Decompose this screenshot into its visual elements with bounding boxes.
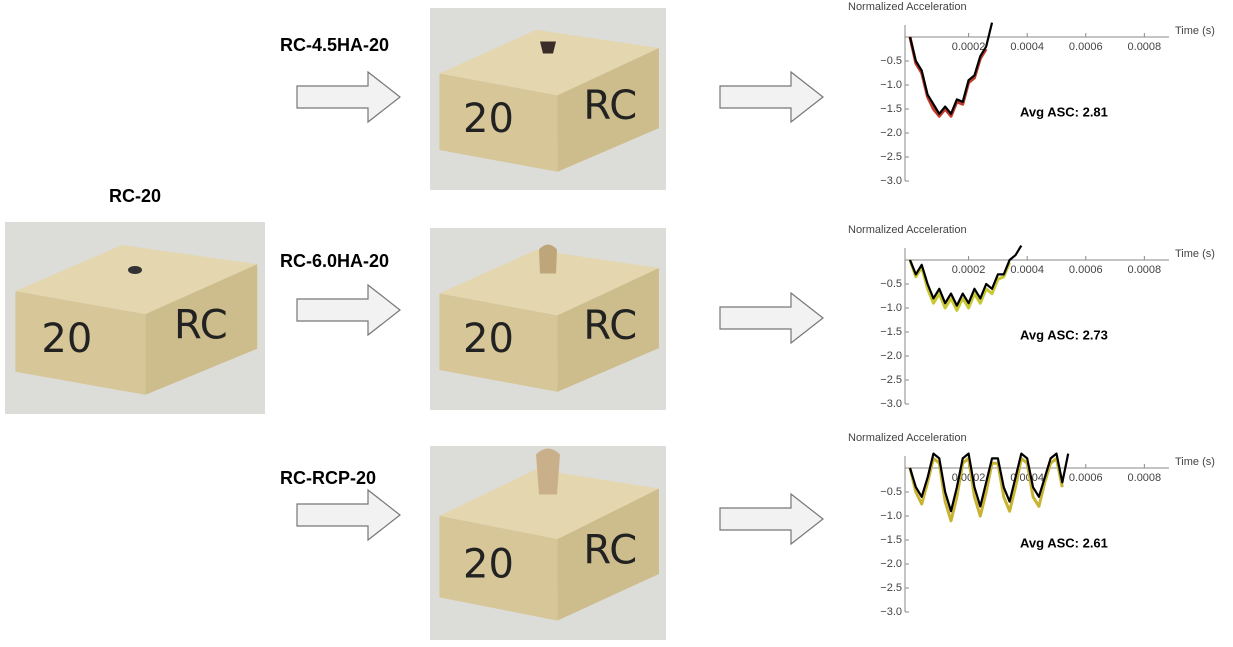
y-axis-label: Normalized Acceleration — [848, 432, 967, 444]
post — [128, 266, 142, 274]
annotation: Avg ASC: 2.81 — [1020, 104, 1108, 119]
source-label: RC-20 — [109, 186, 161, 206]
x-tick-label: 0.0004 — [1010, 264, 1044, 276]
x-tick-label: 0.0002 — [952, 41, 986, 53]
figure: RC-20 RC-4.5HA-20 RC-6.0HA-20 RC-RCP-20 … — [0, 0, 1233, 642]
photo: 20 RC — [430, 228, 666, 410]
x-tick-label: 0.0008 — [1128, 264, 1162, 276]
y-tick-label: −1.5 — [880, 103, 902, 115]
x-tick-label: 0.0002 — [952, 264, 986, 276]
variant-label: RC-6.0HA-20 — [280, 251, 389, 271]
x-tick-label: 0.0006 — [1069, 41, 1103, 53]
y-tick-label: −0.5 — [880, 486, 902, 498]
y-tick-label: −1.0 — [880, 79, 902, 91]
annotation: Avg ASC: 2.61 — [1020, 535, 1108, 550]
y-tick-label: −2.0 — [880, 350, 902, 362]
block-mark: RC — [174, 303, 228, 349]
y-tick-label: −0.5 — [880, 278, 902, 290]
block-mark: RC — [583, 83, 637, 129]
y-tick-label: −2.5 — [880, 582, 902, 594]
y-tick-label: −2.5 — [880, 151, 902, 163]
x-tick-label: 0.0008 — [1128, 41, 1162, 53]
series-line — [910, 23, 992, 114]
x-axis-label: Time (s) — [1175, 25, 1215, 37]
block-mark: 20 — [41, 316, 92, 362]
y-tick-label: −1.0 — [880, 302, 902, 314]
x-tick-label: 0.0008 — [1128, 472, 1162, 484]
y-tick-label: −2.0 — [880, 127, 902, 139]
y-tick-label: −0.5 — [880, 55, 902, 67]
block-mark: RC — [583, 528, 637, 574]
photo: 20 RC — [430, 8, 666, 190]
annotation: Avg ASC: 2.73 — [1020, 327, 1108, 342]
block-mark: RC — [583, 303, 637, 349]
y-tick-label: −1.5 — [880, 534, 902, 546]
post — [536, 449, 560, 495]
x-tick-label: 0.0006 — [1069, 472, 1103, 484]
y-tick-label: −1.5 — [880, 326, 902, 338]
y-axis-label: Normalized Acceleration — [848, 224, 967, 236]
x-tick-label: 0.0006 — [1069, 264, 1103, 276]
block-mark: 20 — [463, 316, 514, 362]
x-axis-label: Time (s) — [1175, 456, 1215, 468]
post — [539, 245, 557, 274]
photo: 20 RC — [430, 446, 666, 640]
y-tick-label: −3.0 — [880, 398, 902, 410]
variant-label: RC-RCP-20 — [280, 468, 376, 488]
x-tick-label: 0.0004 — [1010, 41, 1044, 53]
y-tick-label: −2.5 — [880, 374, 902, 386]
y-tick-label: −3.0 — [880, 175, 902, 187]
y-tick-label: −2.0 — [880, 558, 902, 570]
x-axis-label: Time (s) — [1175, 248, 1215, 260]
y-tick-label: −3.0 — [880, 606, 902, 618]
block-mark: 20 — [463, 96, 514, 142]
variant-label: RC-4.5HA-20 — [280, 35, 389, 55]
y-axis-label: Normalized Acceleration — [848, 1, 967, 13]
y-tick-label: −1.0 — [880, 510, 902, 522]
photo: 20 RC — [5, 222, 265, 414]
block-mark: 20 — [463, 541, 514, 587]
